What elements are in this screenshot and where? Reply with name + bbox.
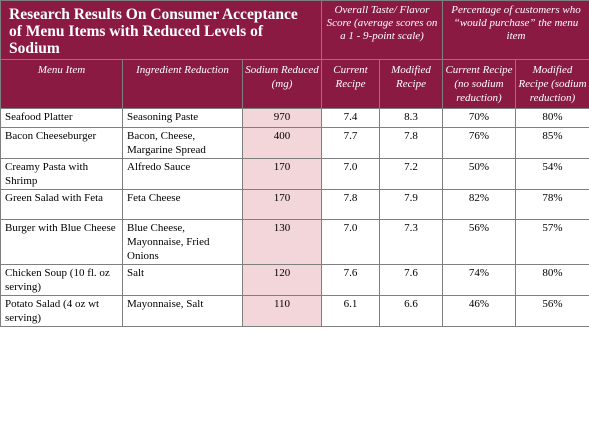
purchase-modified-cell: 57% [515, 219, 589, 265]
purchase-modified-recipe-header: Modified Recipe (sodium reduction) [515, 59, 589, 109]
table-row: Bacon Cheeseburger Bacon, Cheese, Margari… [0, 127, 589, 159]
menu-item-cell: Seafood Platter [0, 108, 123, 128]
taste-current-cell: 7.6 [321, 264, 380, 296]
sodium-reduced-cell: 970 [242, 108, 322, 128]
purchase-current-cell: 76% [442, 127, 516, 159]
table-row: Green Salad with Feta Feta Cheese 170 7.8 7.… [0, 189, 589, 220]
menu-item-cell: Creamy Pasta with Shrimp [0, 158, 123, 190]
taste-current-cell: 7.8 [321, 189, 380, 220]
taste-current-cell: 7.7 [321, 127, 380, 159]
purchase-modified-cell: 85% [515, 127, 589, 159]
ingredient-cell: Mayonnaise, Salt [122, 295, 243, 327]
menu-item-cell: Chicken Soup (10 fl. oz serving) [0, 264, 123, 296]
ingredient-cell: Alfredo Sauce [122, 158, 243, 190]
column-header-row: Menu Item Ingredient Reduction Sodium Re… [0, 59, 589, 109]
taste-current-cell: 6.1 [321, 295, 380, 327]
taste-modified-recipe-header: Modified Recipe [379, 59, 443, 109]
taste-modified-cell: 7.6 [379, 264, 443, 296]
purchase-modified-cell: 56% [515, 295, 589, 327]
purchase-modified-cell: 80% [515, 108, 589, 128]
taste-modified-cell: 7.3 [379, 219, 443, 265]
taste-modified-cell: 7.2 [379, 158, 443, 190]
sodium-reduced-cell: 110 [242, 295, 322, 327]
ingredient-reduction-header: Ingredient Reduction [122, 59, 243, 109]
purchase-current-cell: 50% [442, 158, 516, 190]
menu-item-header: Menu Item [0, 59, 123, 109]
sodium-reduced-cell: 120 [242, 264, 322, 296]
sodium-reduced-header: Sodium Reduced (mg) [242, 59, 322, 109]
table-row: Chicken Soup (10 fl. oz serving) Salt 120 7… [0, 264, 589, 296]
sodium-reduced-cell: 170 [242, 158, 322, 190]
menu-item-cell: Burger with Blue Cheese [0, 219, 123, 265]
purchase-current-cell: 70% [442, 108, 516, 128]
purchase-modified-cell: 78% [515, 189, 589, 220]
sodium-reduced-cell: 170 [242, 189, 322, 220]
taste-score-header: Overall Taste/ Flavor Score (average sco… [321, 0, 443, 60]
table-row: Potato Salad (4 oz wt serving) Mayonnaise… [0, 295, 589, 327]
taste-modified-cell: 6.6 [379, 295, 443, 327]
table-body: Research Results On Consumer Acceptance … [0, 0, 589, 327]
purchase-current-cell: 74% [442, 264, 516, 296]
menu-item-cell: Bacon Cheeseburger [0, 127, 123, 159]
ingredient-cell: Blue Cheese, Mayonnaise, Fried Onions [122, 219, 243, 265]
purchase-current-recipe-header: Current Recipe (no sodium reduction) [442, 59, 516, 109]
taste-current-recipe-header: Current Recipe [321, 59, 380, 109]
ingredient-cell: Salt [122, 264, 243, 296]
menu-item-cell: Potato Salad (4 oz wt serving) [0, 295, 123, 327]
ingredient-cell: Seasoning Paste [122, 108, 243, 128]
sodium-reduced-cell: 400 [242, 127, 322, 159]
table-row: Burger with Blue Cheese Blue Cheese, Mayo… [0, 219, 589, 265]
taste-current-cell: 7.0 [321, 219, 380, 265]
purchase-current-cell: 82% [442, 189, 516, 220]
table-row: Seafood Platter Seasoning Paste 970 7.4 8.3 7… [0, 108, 589, 128]
purchase-current-cell: 56% [442, 219, 516, 265]
ingredient-cell: Bacon, Cheese, Margarine Spread [122, 127, 243, 159]
menu-item-cell: Green Salad with Feta [0, 189, 123, 220]
purchase-modified-cell: 54% [515, 158, 589, 190]
purchase-current-cell: 46% [442, 295, 516, 327]
taste-modified-cell: 8.3 [379, 108, 443, 128]
table-title: Research Results On Consumer Acceptance … [0, 0, 322, 60]
purchase-modified-cell: 80% [515, 264, 589, 296]
sodium-reduced-cell: 130 [242, 219, 322, 265]
taste-current-cell: 7.0 [321, 158, 380, 190]
ingredient-cell: Feta Cheese [122, 189, 243, 220]
taste-modified-cell: 7.9 [379, 189, 443, 220]
taste-current-cell: 7.4 [321, 108, 380, 128]
results-table: Research Results On Consumer Acceptance … [0, 0, 589, 327]
title-row: Research Results On Consumer Acceptance … [0, 0, 589, 60]
taste-modified-cell: 7.8 [379, 127, 443, 159]
table-row: Creamy Pasta with Shrimp Alfredo Sauce 170… [0, 158, 589, 190]
purchase-percentage-header: Percentage of customers who “would purch… [442, 0, 589, 60]
